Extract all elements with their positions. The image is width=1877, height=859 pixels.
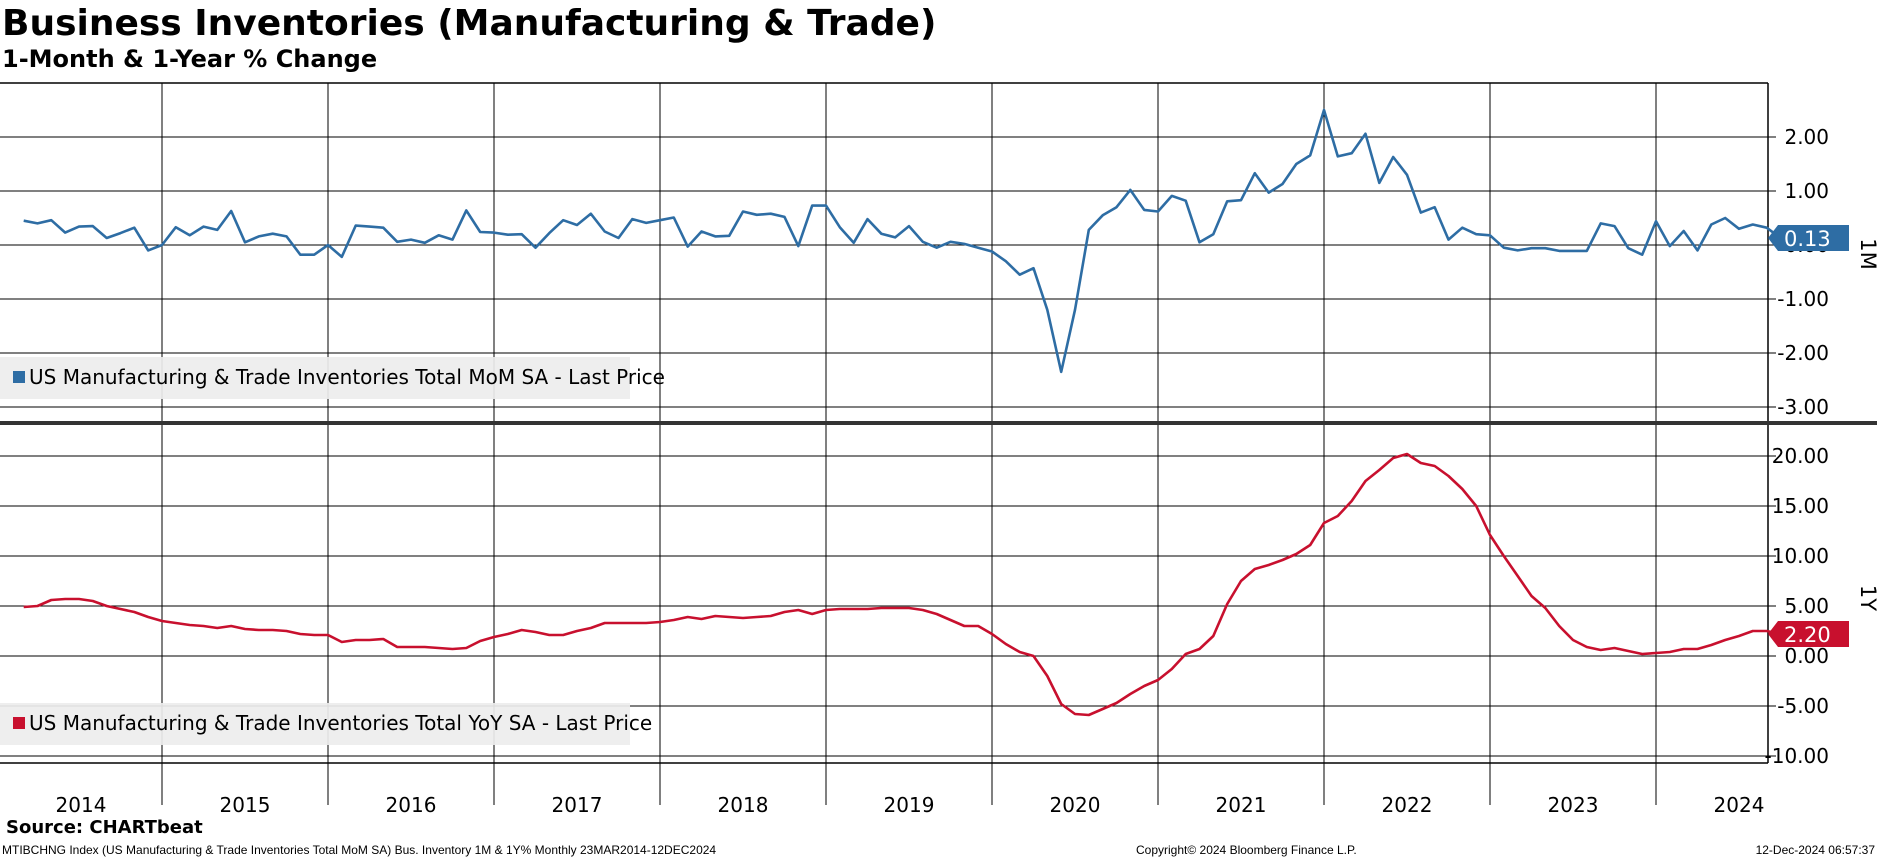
y-tick-label: 10.00 bbox=[1772, 544, 1829, 568]
x-tick-label: 2016 bbox=[386, 793, 437, 817]
series-line bbox=[23, 452, 1781, 717]
timestamp: 12-Dec-2024 06:57:37 bbox=[1755, 843, 1875, 857]
x-tick-label: 2017 bbox=[552, 793, 603, 817]
x-tick-label: 2018 bbox=[718, 793, 769, 817]
last-value-label: 0.13 bbox=[1784, 227, 1831, 251]
x-tick-label: 2019 bbox=[884, 793, 935, 817]
series-line bbox=[23, 108, 1782, 374]
axis-layer: 2014 2015 2016 2017 2018 2019 2020 2021 2022 2023… bbox=[56, 125, 1877, 817]
source-note: Source: CHARTbeat bbox=[6, 817, 203, 838]
y-tick-label: 20.00 bbox=[1772, 444, 1829, 468]
y-tick-label: -2.00 bbox=[1777, 341, 1829, 365]
y-tick-label: 1.00 bbox=[1784, 179, 1829, 203]
y-tick-label: -1.00 bbox=[1777, 287, 1829, 311]
panel-label: 1Y bbox=[1856, 585, 1877, 611]
chart-title: Business Inventories (Manufacturing & Tr… bbox=[2, 3, 937, 44]
series-description: MTIBCHNG Index (US Manufacturing & Trade… bbox=[2, 843, 717, 857]
grid-layer bbox=[0, 83, 1768, 805]
legend-label: US Manufacturing & Trade Inventories Tot… bbox=[29, 365, 665, 389]
y-tick-label: 15.00 bbox=[1772, 494, 1829, 518]
panel-label: 1M bbox=[1856, 238, 1877, 269]
chart-subtitle: 1-Month & 1-Year % Change bbox=[2, 45, 378, 73]
y-tick-label: 0.00 bbox=[1784, 644, 1829, 668]
x-tick-label: 2020 bbox=[1050, 793, 1101, 817]
x-tick-label: 2023 bbox=[1548, 793, 1599, 817]
series-layer bbox=[23, 108, 1782, 717]
y-tick-label: -3.00 bbox=[1777, 395, 1829, 419]
x-tick-label: 2022 bbox=[1382, 793, 1433, 817]
legend-swatch bbox=[13, 717, 25, 729]
x-tick-label: 2024 bbox=[1714, 793, 1765, 817]
last-value-label: 2.20 bbox=[1784, 623, 1831, 647]
legend-box bbox=[0, 357, 630, 399]
x-tick-label: 2014 bbox=[56, 793, 107, 817]
last-value-flag bbox=[1768, 621, 1849, 647]
x-tick-label: 2015 bbox=[220, 793, 271, 817]
frame-layer bbox=[0, 82, 1877, 764]
y-tick-label: 5.00 bbox=[1784, 594, 1829, 618]
legend-swatch bbox=[13, 371, 25, 383]
last-value-flag bbox=[1768, 224, 1849, 251]
y-tick-label: 2.00 bbox=[1784, 125, 1829, 149]
y-tick-label: -5.00 bbox=[1777, 694, 1829, 718]
legend-label: US Manufacturing & Trade Inventories Tot… bbox=[29, 711, 652, 735]
copyright-note: Copyright© 2024 Bloomberg Finance L.P. bbox=[1136, 843, 1357, 857]
legend-layer: US Manufacturing & Trade Inventories Tot… bbox=[0, 357, 665, 745]
y-tick-label: -10.00 bbox=[1765, 744, 1829, 768]
legend-box bbox=[0, 703, 630, 745]
x-tick-label: 2021 bbox=[1216, 793, 1267, 817]
